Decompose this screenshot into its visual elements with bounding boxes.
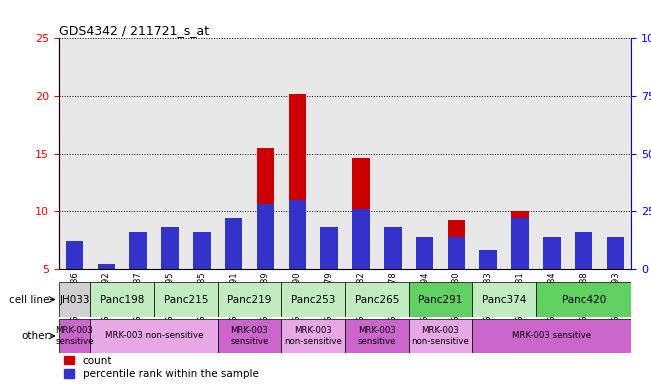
Bar	[416, 260, 434, 269]
Bar	[288, 94, 306, 269]
Bar	[409, 282, 473, 317]
Bar	[130, 232, 147, 269]
Bar	[59, 319, 90, 353]
Bar	[345, 319, 409, 353]
Text: MRK-003
non-sensitive: MRK-003 non-sensitive	[284, 326, 342, 346]
Bar	[161, 233, 179, 269]
Bar	[448, 220, 465, 269]
Bar	[225, 225, 242, 269]
Text: Panc420: Panc420	[562, 295, 606, 305]
Bar	[384, 227, 402, 269]
Bar	[409, 319, 473, 353]
Text: Panc253: Panc253	[291, 295, 335, 305]
Bar	[225, 218, 242, 269]
Text: Panc291: Panc291	[419, 295, 463, 305]
Text: MRK-003
sensitive: MRK-003 sensitive	[55, 326, 94, 346]
Bar	[186, 38, 217, 269]
Text: MRK-003 sensitive: MRK-003 sensitive	[512, 331, 592, 341]
Bar	[122, 38, 154, 269]
Bar	[448, 237, 465, 269]
Bar	[473, 38, 504, 269]
Bar	[313, 38, 345, 269]
Text: Panc215: Panc215	[163, 295, 208, 305]
Bar	[345, 282, 409, 317]
Bar	[130, 254, 147, 269]
Bar	[575, 234, 592, 269]
Bar	[90, 38, 122, 269]
Bar	[66, 241, 83, 269]
Bar	[352, 158, 370, 269]
Bar	[600, 38, 631, 269]
Bar	[59, 38, 90, 269]
Bar	[59, 282, 90, 317]
Bar	[217, 38, 249, 269]
Bar	[98, 268, 115, 269]
Bar	[480, 250, 497, 269]
Text: cell line: cell line	[8, 295, 49, 305]
Bar	[154, 282, 217, 317]
Bar	[281, 282, 345, 317]
Text: MRK-003 non-sensitive: MRK-003 non-sensitive	[105, 331, 203, 341]
Bar	[90, 282, 154, 317]
Bar	[543, 254, 561, 269]
Bar	[256, 204, 274, 269]
Bar	[511, 218, 529, 269]
Bar	[607, 237, 624, 269]
Bar	[384, 234, 402, 269]
Bar	[543, 237, 561, 269]
Bar	[256, 148, 274, 269]
Bar	[320, 227, 338, 269]
Bar	[473, 282, 536, 317]
Text: MRK-003
sensitive: MRK-003 sensitive	[357, 326, 396, 346]
Bar	[90, 319, 217, 353]
Bar	[320, 240, 338, 269]
Bar	[607, 257, 624, 269]
Bar	[217, 282, 281, 317]
Text: Panc198: Panc198	[100, 295, 145, 305]
Bar	[536, 282, 631, 317]
Bar	[352, 209, 370, 269]
Bar	[345, 38, 377, 269]
Bar	[511, 211, 529, 269]
Legend: count, percentile rank within the sample: count, percentile rank within the sample	[64, 356, 258, 379]
Bar	[281, 319, 345, 353]
Text: Panc219: Panc219	[227, 295, 271, 305]
Bar	[288, 200, 306, 269]
Bar	[409, 38, 441, 269]
Bar	[480, 252, 497, 269]
Bar	[377, 38, 409, 269]
Bar	[98, 264, 115, 269]
Text: MRK-003
sensitive: MRK-003 sensitive	[230, 326, 269, 346]
Bar	[536, 38, 568, 269]
Text: JH033: JH033	[59, 295, 90, 305]
Bar	[154, 38, 186, 269]
Bar	[441, 38, 473, 269]
Bar	[66, 254, 83, 269]
Bar	[568, 38, 600, 269]
Bar	[281, 38, 313, 269]
Bar	[416, 237, 434, 269]
Bar	[193, 232, 210, 269]
Bar	[161, 227, 179, 269]
Bar	[249, 38, 281, 269]
Bar	[193, 242, 210, 269]
Text: Panc265: Panc265	[355, 295, 399, 305]
Bar	[473, 319, 631, 353]
Bar	[504, 38, 536, 269]
Text: MRK-003
non-sensitive: MRK-003 non-sensitive	[411, 326, 469, 346]
Bar	[217, 319, 281, 353]
Text: GDS4342 / 211721_s_at: GDS4342 / 211721_s_at	[59, 24, 209, 37]
Text: other: other	[21, 331, 49, 341]
Text: Panc374: Panc374	[482, 295, 527, 305]
Bar	[575, 232, 592, 269]
